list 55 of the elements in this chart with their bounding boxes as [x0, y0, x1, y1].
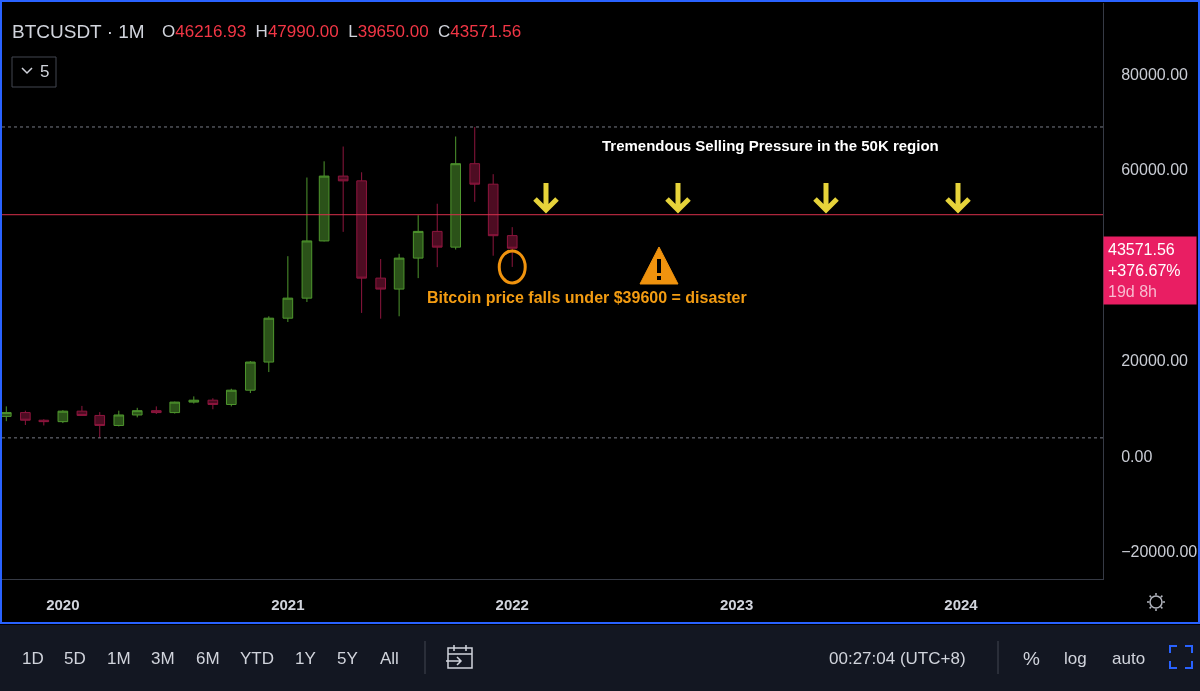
candlestick [57, 409, 69, 424]
candlestick [76, 405, 88, 417]
x-tick-label: 2022 [495, 596, 529, 613]
x-tick-label: 2023 [719, 596, 754, 613]
text: BTCUSDT · 1M [12, 20, 145, 42]
candlestick [337, 146, 349, 233]
candlestick [506, 226, 518, 268]
candlestick [20, 410, 31, 426]
text: 00:27:04 (UTC+8) [829, 649, 966, 668]
candlestick [282, 255, 294, 323]
candlestick [393, 253, 405, 317]
candlestick [375, 258, 386, 320]
candlestick [301, 177, 313, 303]
candlestick [412, 214, 424, 279]
text: O46216.93 H47990.00 L39650.00 C43571.56 [162, 22, 522, 41]
candlestick [469, 126, 481, 203]
candlestick [431, 203, 443, 268]
candlestick [169, 401, 181, 415]
text: 1M [107, 649, 131, 668]
x-tick-label: 2020 [46, 596, 80, 613]
text: 43571.56 +376.67% 19d 8h [1108, 241, 1181, 300]
candlestick [245, 360, 256, 394]
y-tick-label: 60000.00 [1121, 161, 1189, 179]
y-tick-label: 80000.00 [1121, 66, 1189, 84]
text: 5D [64, 649, 86, 668]
text: % [1023, 648, 1040, 669]
candlestick [131, 407, 143, 418]
text: 1D [22, 649, 44, 668]
y-tick-label: −20000.00 [1121, 542, 1198, 560]
candlestick [225, 388, 237, 407]
y-tick-label: 20000.00 [1121, 352, 1189, 370]
annotation: Tremendous Selling Pressure in the 50K region [602, 137, 939, 154]
candlestick [94, 411, 106, 439]
y-tick-label: 0.00 [1121, 447, 1153, 465]
candlestick [2, 405, 12, 422]
text: YTD [240, 649, 274, 668]
text: 3M [151, 649, 175, 668]
candlestick [318, 160, 330, 242]
candlestick [356, 171, 367, 314]
candlestick [207, 397, 219, 410]
text: 6M [196, 649, 220, 668]
text: All [380, 649, 399, 668]
text: 1Y [295, 649, 316, 668]
annotation: Bitcoin price falls under $39600 = disaster [427, 289, 747, 306]
candlestick [150, 405, 162, 415]
x-tick-label: 2021 [271, 596, 305, 613]
text: 5Y [337, 649, 358, 668]
candlestick [263, 315, 275, 373]
text: auto [1112, 649, 1146, 668]
text: log [1064, 649, 1087, 668]
candlestick [487, 173, 499, 257]
candlestick [450, 136, 461, 251]
candlestick [188, 395, 200, 405]
candlestick [113, 410, 125, 427]
x-tick-label: 2024 [944, 596, 979, 613]
